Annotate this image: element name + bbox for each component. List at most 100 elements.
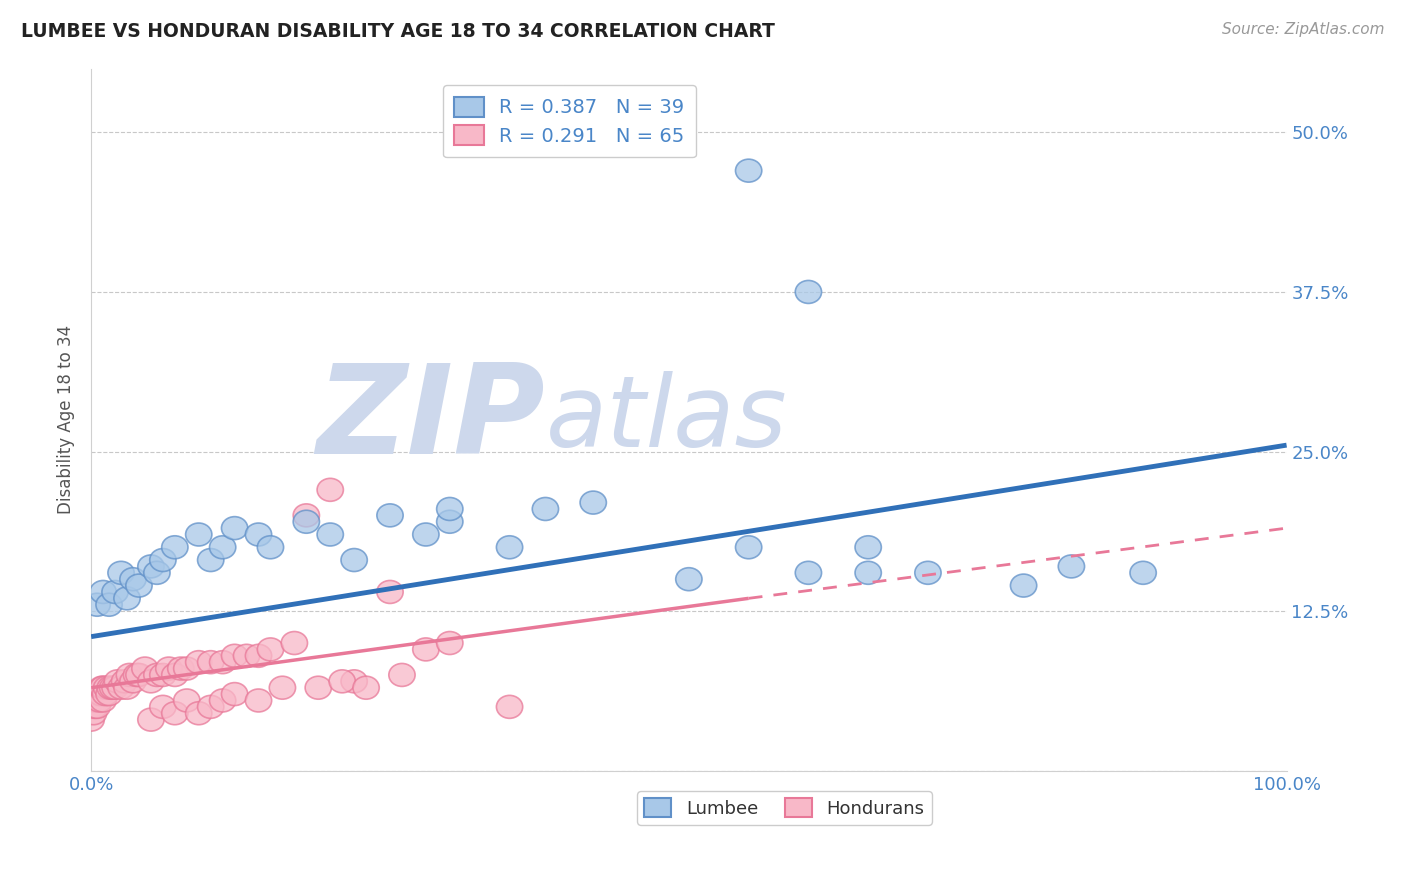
Ellipse shape <box>377 504 404 527</box>
Ellipse shape <box>735 536 762 558</box>
Ellipse shape <box>915 561 941 584</box>
Ellipse shape <box>855 536 882 558</box>
Ellipse shape <box>77 708 104 731</box>
Ellipse shape <box>90 689 117 712</box>
Ellipse shape <box>162 536 188 558</box>
Ellipse shape <box>353 676 380 699</box>
Ellipse shape <box>143 561 170 584</box>
Ellipse shape <box>186 523 212 546</box>
Ellipse shape <box>246 523 271 546</box>
Ellipse shape <box>257 638 284 661</box>
Ellipse shape <box>138 708 165 731</box>
Ellipse shape <box>162 664 188 687</box>
Ellipse shape <box>167 657 194 680</box>
Ellipse shape <box>581 491 606 514</box>
Ellipse shape <box>114 587 141 610</box>
Ellipse shape <box>101 676 128 699</box>
Ellipse shape <box>117 664 142 687</box>
Ellipse shape <box>94 676 120 699</box>
Ellipse shape <box>496 696 523 718</box>
Ellipse shape <box>83 689 110 712</box>
Ellipse shape <box>120 567 146 591</box>
Ellipse shape <box>294 510 319 533</box>
Ellipse shape <box>90 676 117 699</box>
Ellipse shape <box>413 523 439 546</box>
Ellipse shape <box>796 280 821 303</box>
Ellipse shape <box>84 696 110 718</box>
Ellipse shape <box>138 670 165 693</box>
Ellipse shape <box>138 555 165 578</box>
Ellipse shape <box>389 664 415 687</box>
Text: atlas: atlas <box>546 371 787 468</box>
Ellipse shape <box>198 549 224 572</box>
Ellipse shape <box>1011 574 1036 597</box>
Ellipse shape <box>413 638 439 661</box>
Ellipse shape <box>162 702 188 724</box>
Ellipse shape <box>270 676 295 699</box>
Ellipse shape <box>342 670 367 693</box>
Ellipse shape <box>209 689 236 712</box>
Ellipse shape <box>342 549 367 572</box>
Ellipse shape <box>96 593 122 616</box>
Ellipse shape <box>676 567 702 591</box>
Ellipse shape <box>125 574 152 597</box>
Ellipse shape <box>377 581 404 604</box>
Ellipse shape <box>108 676 134 699</box>
Ellipse shape <box>855 561 882 584</box>
Ellipse shape <box>281 632 308 655</box>
Ellipse shape <box>82 696 108 718</box>
Ellipse shape <box>318 478 343 501</box>
Ellipse shape <box>124 664 149 687</box>
Ellipse shape <box>437 498 463 520</box>
Ellipse shape <box>143 664 170 687</box>
Ellipse shape <box>77 696 104 718</box>
Ellipse shape <box>90 581 117 604</box>
Ellipse shape <box>101 581 128 604</box>
Ellipse shape <box>173 657 200 680</box>
Ellipse shape <box>222 516 247 540</box>
Ellipse shape <box>86 689 112 712</box>
Ellipse shape <box>437 632 463 655</box>
Ellipse shape <box>111 670 138 693</box>
Ellipse shape <box>173 689 200 712</box>
Ellipse shape <box>149 696 176 718</box>
Ellipse shape <box>233 644 260 667</box>
Ellipse shape <box>1059 555 1084 578</box>
Ellipse shape <box>149 549 176 572</box>
Ellipse shape <box>93 682 118 706</box>
Text: Source: ZipAtlas.com: Source: ZipAtlas.com <box>1222 22 1385 37</box>
Ellipse shape <box>294 504 319 527</box>
Ellipse shape <box>318 523 343 546</box>
Ellipse shape <box>735 159 762 182</box>
Ellipse shape <box>125 664 152 687</box>
Ellipse shape <box>100 676 125 699</box>
Ellipse shape <box>156 657 181 680</box>
Ellipse shape <box>1130 561 1156 584</box>
Ellipse shape <box>86 682 111 706</box>
Ellipse shape <box>305 676 332 699</box>
Ellipse shape <box>89 676 115 699</box>
Ellipse shape <box>222 644 247 667</box>
Ellipse shape <box>97 676 124 699</box>
Ellipse shape <box>257 536 284 558</box>
Ellipse shape <box>209 536 236 558</box>
Ellipse shape <box>246 644 271 667</box>
Ellipse shape <box>132 657 157 680</box>
Ellipse shape <box>246 689 271 712</box>
Ellipse shape <box>87 682 114 706</box>
Ellipse shape <box>77 689 104 712</box>
Text: ZIP: ZIP <box>316 359 546 480</box>
Ellipse shape <box>186 702 212 724</box>
Ellipse shape <box>104 670 131 693</box>
Ellipse shape <box>329 670 356 693</box>
Ellipse shape <box>496 536 523 558</box>
Ellipse shape <box>149 664 176 687</box>
Ellipse shape <box>198 696 224 718</box>
Ellipse shape <box>437 510 463 533</box>
Ellipse shape <box>114 676 141 699</box>
Ellipse shape <box>108 561 134 584</box>
Y-axis label: Disability Age 18 to 34: Disability Age 18 to 34 <box>58 325 75 514</box>
Ellipse shape <box>84 593 110 616</box>
Legend: Lumbee, Hondurans: Lumbee, Hondurans <box>637 791 932 825</box>
Ellipse shape <box>96 682 122 706</box>
